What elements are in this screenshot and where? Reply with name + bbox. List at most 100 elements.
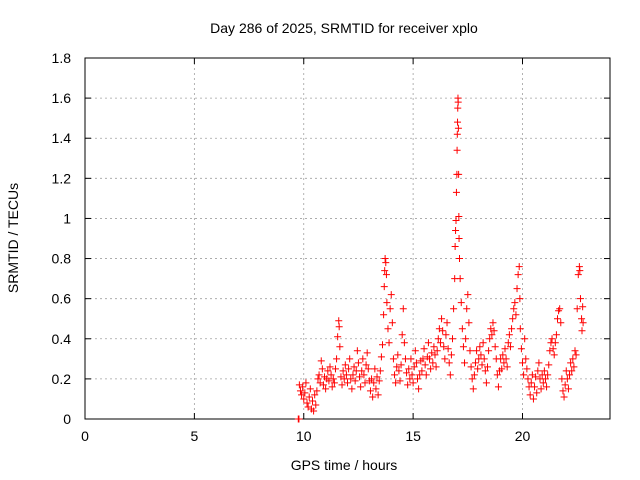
data-point	[422, 371, 430, 379]
data-point	[440, 343, 448, 351]
data-point	[455, 235, 463, 242]
data-point	[545, 361, 553, 369]
data-point	[473, 347, 481, 355]
data-point	[322, 385, 330, 393]
data-point	[572, 351, 580, 359]
data-point	[500, 359, 508, 367]
data-point	[334, 333, 342, 341]
data-point	[409, 379, 417, 387]
data-point	[478, 361, 486, 369]
data-point	[515, 263, 523, 271]
data-point	[302, 379, 310, 387]
data-point	[576, 267, 584, 275]
data-point	[306, 385, 314, 393]
data-point	[438, 315, 446, 323]
data-point	[459, 343, 467, 351]
data-point	[347, 375, 355, 383]
data-point	[534, 367, 542, 375]
data-point	[537, 385, 545, 393]
x-tick-label: 5	[190, 428, 198, 444]
data-point	[404, 381, 412, 389]
data-point	[384, 325, 392, 333]
data-point	[452, 226, 460, 234]
data-point	[469, 385, 477, 393]
data-point	[434, 335, 442, 343]
data-point	[349, 371, 357, 379]
data-point	[539, 379, 547, 387]
data-point	[431, 351, 439, 359]
y-tick-label: 0.4	[52, 331, 72, 347]
data-point	[395, 367, 403, 375]
data-point	[578, 315, 586, 323]
data-point	[301, 389, 309, 397]
data-point	[494, 383, 502, 391]
y-tick-label: 0.8	[52, 251, 72, 267]
data-point	[339, 367, 347, 375]
data-point	[554, 315, 561, 323]
data-point	[504, 339, 512, 347]
data-point	[568, 367, 576, 375]
data-point	[477, 351, 485, 359]
data-point	[467, 363, 475, 371]
data-point	[513, 285, 521, 293]
data-point	[398, 331, 406, 339]
data-point	[405, 365, 413, 373]
data-point	[340, 375, 348, 383]
y-tick-label: 1	[63, 210, 71, 226]
data-point	[377, 353, 385, 361]
data-point	[324, 367, 332, 375]
x-tick-label: 10	[296, 428, 312, 444]
data-point	[463, 305, 471, 313]
data-point	[403, 369, 411, 377]
x-tick-label: 0	[81, 428, 89, 444]
y-tick-label: 1.4	[52, 130, 72, 146]
data-point	[442, 331, 450, 339]
data-point	[543, 383, 551, 391]
data-point	[335, 317, 343, 325]
data-point	[559, 387, 567, 395]
data-point	[381, 255, 389, 263]
data-point	[397, 361, 405, 369]
data-point	[411, 347, 419, 355]
data-point	[344, 379, 351, 387]
data-point	[331, 365, 339, 373]
data-point	[426, 355, 434, 363]
y-tick-label: 1.6	[52, 90, 72, 106]
data-point	[455, 170, 463, 178]
data-point	[328, 383, 336, 391]
data-points	[294, 94, 587, 423]
data-point	[454, 98, 462, 106]
data-point	[548, 335, 556, 343]
data-point	[571, 347, 579, 355]
y-axis-label: SRMTID / TECUs	[5, 183, 21, 293]
x-axis-ticks: 0 5 10 15 20	[81, 58, 530, 444]
data-point	[354, 359, 362, 367]
data-point	[533, 389, 541, 397]
data-point	[549, 345, 557, 353]
data-point	[564, 385, 572, 393]
data-point	[512, 311, 520, 319]
data-point	[341, 361, 349, 369]
data-point	[314, 375, 322, 383]
data-point	[462, 335, 470, 343]
data-point	[471, 359, 479, 367]
data-point	[382, 271, 390, 279]
data-point	[522, 355, 530, 363]
data-point	[450, 305, 458, 313]
data-point	[372, 385, 380, 393]
data-point	[506, 343, 514, 351]
data-point	[370, 379, 378, 387]
data-point	[560, 393, 568, 401]
data-point	[325, 377, 333, 385]
data-point	[357, 383, 365, 391]
data-point	[363, 349, 371, 357]
data-point	[319, 381, 327, 389]
data-point	[389, 355, 397, 363]
data-point	[420, 345, 428, 353]
data-point	[326, 363, 334, 371]
data-point	[464, 291, 472, 299]
data-point	[335, 323, 343, 331]
data-point	[295, 415, 303, 423]
data-point	[391, 371, 399, 379]
data-point	[488, 331, 496, 339]
